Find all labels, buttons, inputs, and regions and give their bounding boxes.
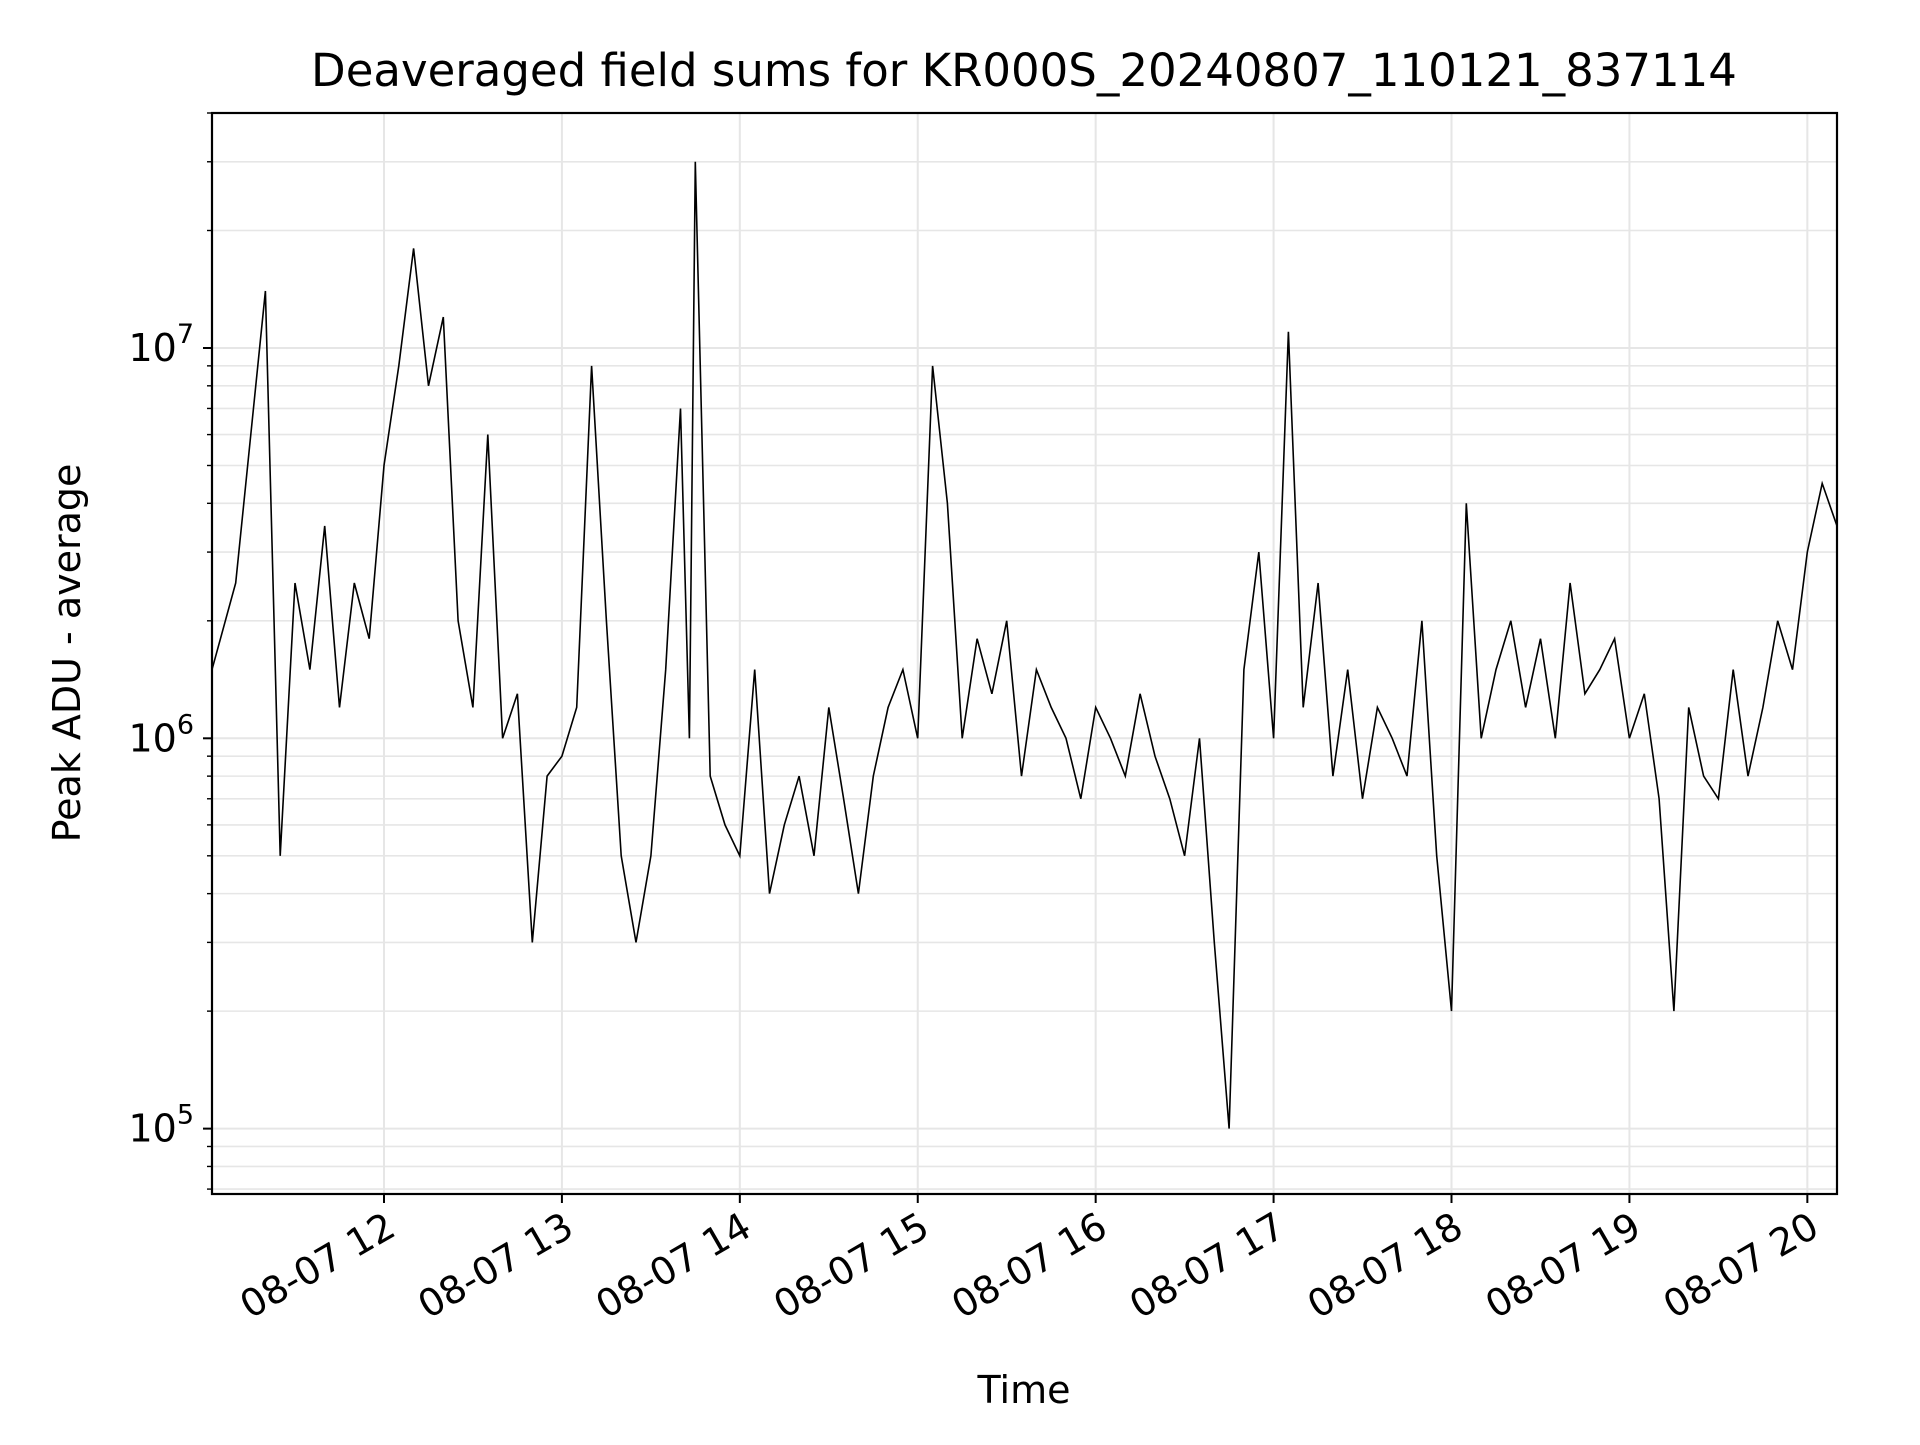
y-tick-exponent: 6 (177, 709, 194, 740)
x-axis-label: Time (977, 1368, 1071, 1412)
chart-title: Deaveraged field sums for KR000S_2024080… (311, 44, 1737, 97)
y-tick-label: 105 (128, 1100, 194, 1151)
y-tick-label: 107 (128, 319, 194, 370)
y-axis-label: Peak ADU - average (45, 464, 89, 843)
series-line (212, 161, 1837, 1129)
y-tick-base: 10 (128, 326, 176, 370)
plot-frame (210, 111, 1839, 1196)
y-tick-base: 10 (128, 716, 176, 760)
y-tick-label: 106 (128, 709, 194, 760)
y-tick-exponent: 5 (177, 1100, 194, 1131)
y-tick-base: 10 (128, 1107, 176, 1151)
plot-area (212, 161, 1837, 1129)
y-tick-exponent: 7 (177, 319, 194, 350)
